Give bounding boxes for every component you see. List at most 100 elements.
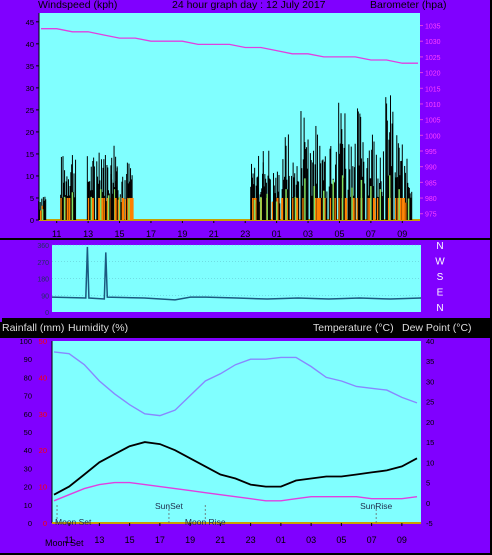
temp-xtick-label: 15 (125, 535, 135, 545)
wind-xtick-label: 01 (272, 229, 282, 239)
compass-label: N (436, 241, 443, 252)
bottom-moon-set-label: Moon Set (45, 538, 84, 548)
baro-ytick-label: 1020 (425, 71, 441, 78)
humidity-tick-label: 40 (24, 446, 32, 455)
rain-tick-label: 10 (39, 483, 47, 492)
baro-ytick-label: 1030 (425, 39, 441, 46)
wind-avg-bar (103, 197, 107, 220)
temp-xtick-label: 11 (64, 535, 73, 545)
wind-avg-bar (124, 199, 128, 220)
wind-ytick-label: 45 (26, 18, 34, 27)
wind-avg-bar (356, 197, 360, 220)
wind-xtick-label: 21 (209, 229, 219, 239)
wind-avg-bar (281, 197, 285, 220)
humidity-tick-label: 0 (28, 519, 32, 528)
wind-avg-bar (344, 197, 348, 220)
wind-xtick-label: 17 (146, 229, 156, 239)
wind-avg-bar (64, 197, 67, 220)
barometer-line (41, 28, 418, 64)
humidity-tick-label: 90 (24, 355, 32, 364)
temp-tick-label: 30 (426, 377, 434, 386)
rain-tick-label: 40 (39, 373, 47, 382)
temp-xtick-label: 13 (94, 535, 104, 545)
temp-xtick-label: 09 (397, 535, 407, 545)
direction-plot-area (52, 245, 421, 312)
baro-ytick-label: 990 (425, 165, 437, 172)
wind-avg-bar (296, 197, 300, 220)
baro-ytick-label: 985 (425, 180, 437, 187)
wind-avg-bar (286, 197, 290, 220)
windspeed-axis-label: Windspeed (kph) (38, 0, 118, 11)
compass-label: W (435, 257, 445, 268)
temp-tick-label: 5 (426, 479, 430, 488)
wind-avg-bar (399, 197, 403, 220)
baro-ytick-label: 980 (425, 196, 437, 203)
wind-barometer-chart: 0510152025303540459759809859909951000100… (26, 13, 441, 239)
wind-avg-bar (389, 197, 393, 220)
wind-avg-bar (66, 197, 70, 220)
humidity-tick-label: 30 (24, 464, 32, 473)
temp-tick-label: 0 (426, 499, 430, 508)
wind-avg-bar (292, 197, 295, 220)
baro-ytick-label: 1035 (425, 24, 441, 31)
humidity-tick-label: 10 (24, 501, 32, 510)
temp-plot-area (52, 341, 421, 523)
wind-avg-bar (255, 197, 258, 220)
wind-xtick-label: 23 (240, 229, 250, 239)
baro-ytick-label: 1025 (425, 55, 441, 62)
wind-avg-bar (115, 197, 118, 220)
barometer-axis-label: Barometer (hpa) (370, 0, 447, 11)
temp-tick-label: 40 (426, 337, 434, 346)
rain-tick-label: 50 (39, 337, 47, 346)
event-label: SunSet (155, 501, 184, 511)
wind-ytick-label: 5 (30, 194, 34, 203)
dew-point-line (53, 481, 418, 502)
wind-avg-bar (252, 197, 255, 220)
wind-avg-bar (334, 197, 338, 220)
direction-tick-label: 0 (45, 310, 49, 317)
wind-avg-bar (319, 197, 323, 220)
wind-avg-bar (324, 197, 327, 220)
wind-avg-bar (361, 197, 364, 220)
rain-tick-label: 20 (39, 446, 47, 455)
wind-avg-bar (260, 197, 264, 220)
baro-ytick-label: 975 (425, 212, 437, 219)
temperature-humidity-chart: 010203040506070809010001020304050-505101… (19, 337, 434, 548)
wind-xtick-label: 07 (366, 229, 376, 239)
compass-label: E (437, 288, 444, 299)
event-label: Moon Set (55, 517, 92, 527)
wind-avg-bar (40, 210, 43, 220)
wind-avg-bar (60, 197, 63, 220)
temp-tick-label: -5 (426, 519, 433, 528)
temp-tick-label: 25 (426, 398, 434, 407)
temp-xtick-label: 01 (276, 535, 286, 545)
rain-tick-label: 0 (43, 519, 47, 528)
middle-label-strip (2, 318, 490, 338)
humidity-tick-label: 80 (24, 373, 32, 382)
temp-tick-label: 10 (426, 458, 434, 467)
wind-avg-bar (314, 197, 318, 220)
wind-avg-bar (403, 197, 407, 220)
wind-avg-bar (395, 197, 398, 220)
wind-avg-bar (69, 197, 72, 220)
baro-ytick-label: 1000 (425, 133, 441, 140)
wind-ytick-label: 25 (26, 106, 34, 115)
wind-plot-area (39, 13, 420, 220)
temp-xtick-label: 03 (306, 535, 316, 545)
humidity-tick-label: 50 (24, 428, 32, 437)
rain-tick-label: 30 (39, 410, 47, 419)
temp-xtick-label: 19 (185, 535, 195, 545)
humidity-tick-label: 20 (24, 483, 32, 492)
rainfall-axis-label: Rainfall (mm) (2, 322, 65, 334)
humidity-tick-label: 60 (24, 410, 32, 419)
event-label: SunRise (360, 501, 392, 511)
baro-ytick-label: 995 (425, 149, 437, 156)
wind-avg-bar (87, 197, 91, 220)
wind-xtick-label: 11 (52, 229, 61, 239)
wind-xtick-label: 03 (303, 229, 313, 239)
wind-avg-bar (277, 197, 280, 220)
wind-avg-bar (338, 197, 341, 220)
baro-ytick-label: 1005 (425, 118, 441, 125)
